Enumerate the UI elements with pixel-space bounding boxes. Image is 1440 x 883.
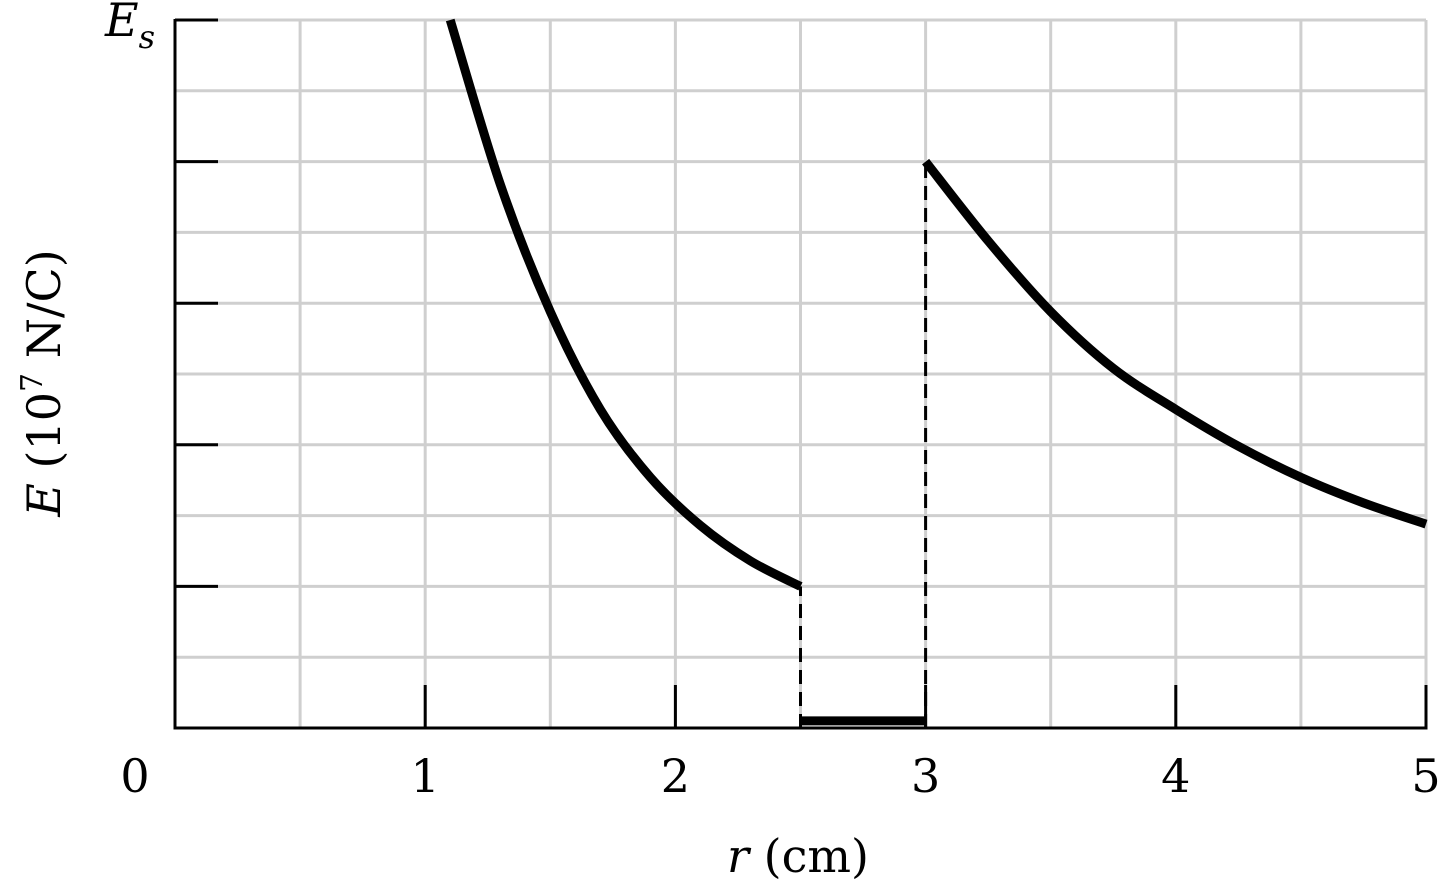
y-axis-title: E (107 N/C) (15, 249, 71, 517)
x-tick-label: 2 (661, 749, 690, 803)
x-tick-label: 5 (1411, 749, 1440, 803)
y-top-label: Es (104, 0, 155, 56)
grid (175, 18, 1428, 728)
x-tick-label: 0 (120, 749, 149, 803)
x-axis-title: r (cm) (727, 829, 869, 883)
curves (445, 18, 1428, 728)
x-tick-label: 4 (1161, 749, 1190, 803)
x-tick-label: 3 (911, 749, 940, 803)
field-curve-segment-3 (922, 158, 1428, 529)
field-curve-segment-1 (445, 18, 803, 591)
x-tick-labels: 0 1 2 3 4 5 (120, 749, 1440, 803)
x-tick-label: 1 (411, 749, 440, 803)
y-ticks (175, 18, 1428, 728)
